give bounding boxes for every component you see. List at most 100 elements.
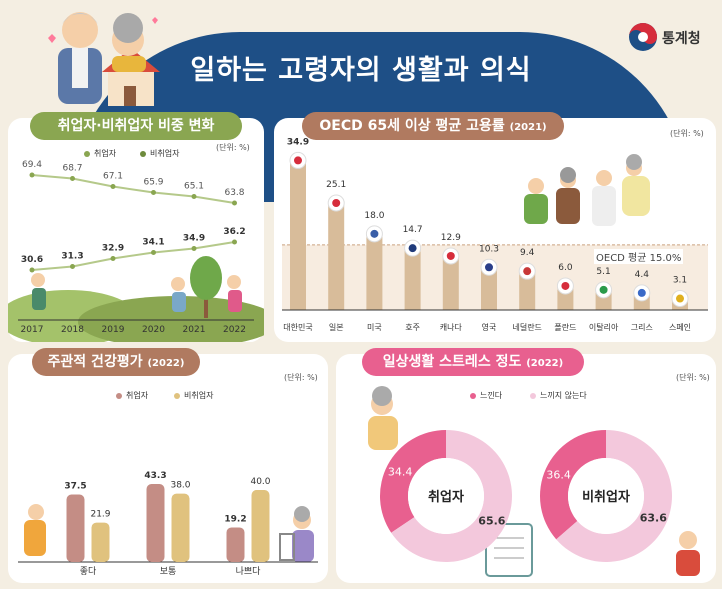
panel-title: 취업자·비취업자 비중 변화 bbox=[30, 112, 242, 140]
legend-label: 취업자 bbox=[94, 149, 117, 158]
flag-icon-mark bbox=[446, 251, 455, 260]
data-label: 32.9 bbox=[102, 244, 124, 254]
slice-label: 65.6 bbox=[478, 514, 505, 527]
data-label: 30.6 bbox=[21, 255, 43, 265]
panel-title: OECD 65세 이상 평균 고용률 (2021) bbox=[302, 112, 564, 140]
data-label: 5.1 bbox=[596, 267, 610, 277]
flag-icon-mark bbox=[599, 285, 608, 294]
donut-hole bbox=[408, 458, 484, 534]
flag-icon-mark bbox=[294, 156, 302, 165]
flag-icon-mark bbox=[523, 267, 532, 276]
slice-label: 34.4 bbox=[388, 466, 413, 479]
x-tick-label: 2021 bbox=[183, 325, 206, 335]
data-point bbox=[70, 176, 75, 181]
legend-not-feel: 느끼지 않는다 bbox=[530, 390, 587, 401]
panel-title-year: (2022) bbox=[147, 358, 185, 369]
unit-label: (단위: %) bbox=[676, 373, 710, 382]
unit-label: (단위: %) bbox=[284, 373, 318, 382]
data-point bbox=[191, 246, 197, 251]
legend-swatch bbox=[470, 392, 476, 399]
pie-slice bbox=[380, 430, 446, 533]
data-label: 43.3 bbox=[144, 471, 166, 481]
data-point bbox=[110, 184, 116, 189]
x-tick-label: 캐나다 bbox=[440, 323, 463, 332]
legend-swatch bbox=[174, 392, 180, 399]
x-tick-label: 네덜란드 bbox=[512, 322, 541, 332]
donut-charts: 34.4 65.6 취업자 36.4 63.6 비취업자 bbox=[368, 386, 700, 577]
x-tick-label: 2020 bbox=[142, 325, 165, 335]
data-label: 65.9 bbox=[143, 178, 163, 188]
x-tick-label: 영국 bbox=[482, 322, 497, 332]
legend-nonemployed: 비취업자 bbox=[140, 148, 179, 159]
donut-hole bbox=[568, 458, 644, 534]
bar-nonemployed bbox=[171, 493, 190, 562]
data-label: 63.8 bbox=[224, 188, 244, 198]
x-tick-label: 이탈리아 bbox=[589, 322, 619, 332]
data-label: 21.9 bbox=[90, 510, 110, 520]
oecd-average-label: OECD 평균 15.0% bbox=[594, 249, 684, 264]
grouped-bar-chart: 37.5 21.9 좋다 43.3 38.0 보통 19.2 40.0 나쁘다 bbox=[18, 471, 318, 577]
data-label: 19.2 bbox=[224, 514, 246, 524]
data-label: 18.0 bbox=[364, 211, 384, 221]
legend-label: 비취업자 bbox=[150, 149, 180, 158]
data-point bbox=[232, 239, 237, 245]
legend-nonemployed: 비취업자 bbox=[174, 390, 213, 401]
x-tick-label: 좋다 bbox=[80, 566, 97, 577]
data-point bbox=[191, 194, 197, 199]
legend-swatch bbox=[116, 392, 122, 399]
data-point bbox=[29, 172, 35, 178]
page-title: 일하는 고령자의 생활과 의식 bbox=[190, 55, 532, 86]
data-label: 10.3 bbox=[479, 244, 499, 254]
panel-title: 일상생활 스트레스 정도 (2022) bbox=[362, 348, 584, 376]
pie-slice bbox=[391, 430, 512, 562]
pie-slice bbox=[556, 430, 672, 562]
legend-swatch bbox=[140, 150, 146, 157]
legend-feel: 느낀다 bbox=[470, 390, 502, 401]
bar bbox=[519, 269, 536, 310]
x-tick-label: 2018 bbox=[61, 325, 84, 335]
data-point bbox=[151, 190, 156, 195]
data-label: 3.1 bbox=[673, 276, 687, 286]
panel-title-text: 주관적 건강평가 bbox=[47, 354, 143, 370]
x-tick-label: 나쁘다 bbox=[236, 566, 262, 577]
data-label: 34.1 bbox=[142, 238, 164, 248]
employment-share-panel: 취업자·비취업자 비중 변화 (단위: %) 취업자 비취업자 69.4 68.7… bbox=[8, 112, 264, 342]
x-tick-label: 스페인 bbox=[669, 322, 691, 332]
flag-icon-mark bbox=[676, 294, 684, 303]
statistics-korea-logo bbox=[629, 23, 657, 51]
x-tick-label: 대한민국 bbox=[283, 322, 312, 332]
panel-title: 주관적 건강평가 (2022) bbox=[32, 348, 200, 376]
panel-title-text: 일상생활 스트레스 정도 bbox=[382, 354, 522, 370]
legend-swatch bbox=[84, 150, 90, 157]
series-line-비취업자 bbox=[31, 174, 235, 204]
x-tick-label: 폴란드 bbox=[554, 322, 576, 332]
data-label: 34.9 bbox=[287, 137, 309, 147]
donut-center-label: 취업자 bbox=[428, 489, 464, 505]
x-tick-label: 일본 bbox=[329, 323, 344, 332]
flag-icon-mark bbox=[561, 281, 570, 290]
oecd-employment-panel: OECD 65세 이상 평균 고용률 (2021) (단위: %) 34.9 대한… bbox=[274, 112, 716, 342]
bar-employed bbox=[66, 494, 85, 562]
data-label: 25.1 bbox=[326, 180, 346, 190]
legend-label: 느낀다 bbox=[480, 391, 503, 400]
legend-label: 비취업자 bbox=[184, 391, 214, 400]
flag-icon-mark bbox=[485, 263, 493, 272]
bar-employed bbox=[146, 484, 165, 562]
data-label: 12.9 bbox=[441, 233, 461, 243]
panel-title-year: (2022) bbox=[526, 358, 564, 369]
data-label: 69.4 bbox=[22, 160, 42, 170]
legend-swatch bbox=[530, 392, 536, 399]
health-assessment-panel: 주관적 건강평가 (2022) (단위: %) 취업자 비취업자 37.5 21.… bbox=[8, 348, 328, 583]
bar-employed bbox=[226, 527, 245, 562]
x-tick-label: 그리스 bbox=[631, 323, 653, 332]
donut-center-label: 비취업자 bbox=[582, 489, 630, 505]
data-label: 40.0 bbox=[250, 477, 270, 487]
x-tick-label: 2022 bbox=[223, 325, 246, 335]
bar bbox=[481, 265, 497, 310]
flag-icon-mark bbox=[408, 244, 417, 253]
series-line-취업자 bbox=[31, 241, 235, 271]
elderly-illustration bbox=[24, 504, 314, 562]
data-point bbox=[151, 250, 156, 255]
data-label: 14.7 bbox=[403, 225, 423, 235]
bar-chart: 34.9 대한민국 25.1 일본 18.0 미국 14.7 호주 12.9 캐나다 10.3 영국 9… bbox=[282, 137, 708, 332]
